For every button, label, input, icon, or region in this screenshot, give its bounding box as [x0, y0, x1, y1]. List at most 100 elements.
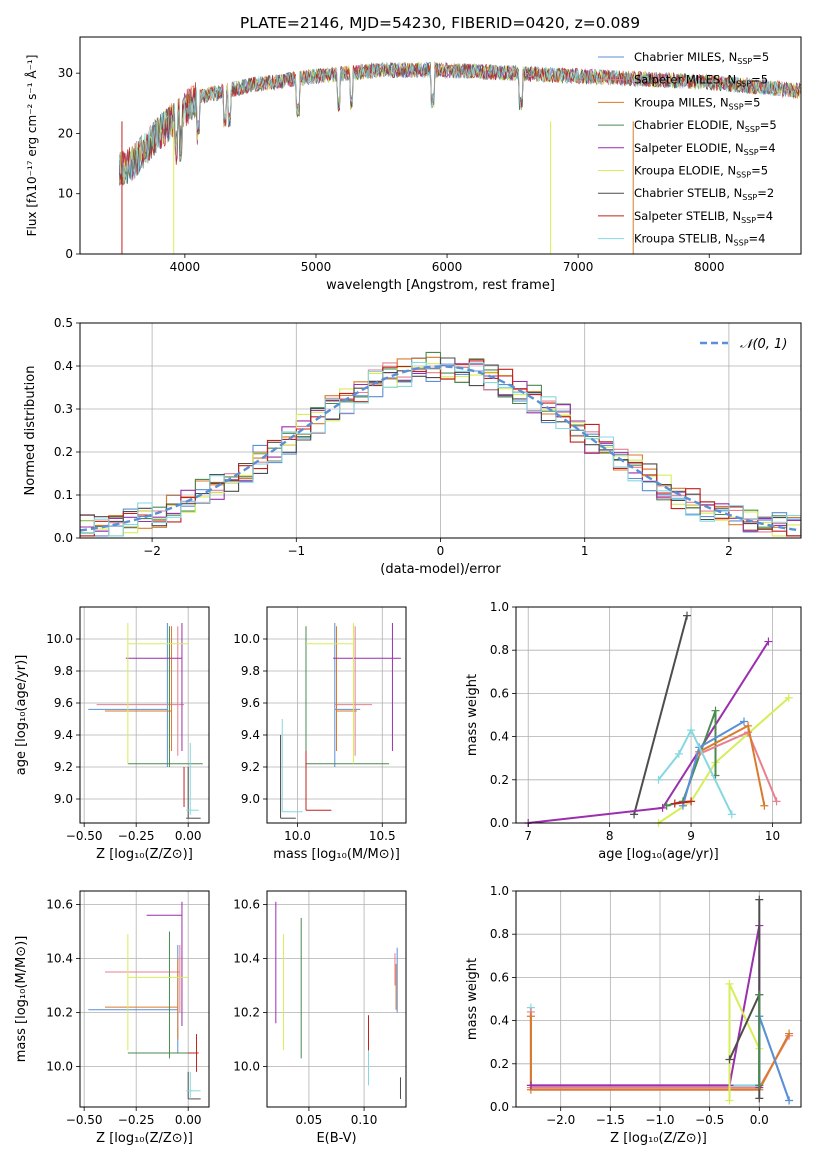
- x-tick-label: 10.5: [369, 829, 396, 843]
- weight-marker: [755, 990, 764, 999]
- weight-marker: [526, 1081, 535, 1090]
- legend-label: Chabrier ELODIE, NSSP=5: [634, 118, 777, 134]
- y-tick-label: 20: [58, 126, 73, 140]
- y-axis-label: mass weight: [465, 958, 480, 1040]
- legend-label-part: =4: [759, 141, 776, 155]
- weight-marker: [725, 1096, 734, 1105]
- mass_vs_ebv-panel: 0.05 0.10 10.0 10.2 10.4 10.6 E(B-V): [233, 890, 407, 1146]
- weight-line: [728, 899, 761, 1099]
- x-tick-label: 0.10: [351, 1113, 378, 1127]
- weight_vs_age-plot-area: [524, 611, 793, 827]
- x-tick-label: 1: [581, 544, 589, 558]
- data-point: [127, 626, 203, 767]
- legend-label-part: SSP: [737, 57, 752, 66]
- y-axis-label: Normed distribution: [23, 366, 38, 496]
- legend-label-part: SSP: [736, 80, 751, 89]
- weight-marker: [755, 895, 764, 904]
- legend-label-part: Kroupa STELIB, N: [634, 232, 734, 246]
- y-tick-label: 30: [58, 66, 73, 80]
- legend-label-part: SSP: [742, 193, 757, 202]
- axes-frame: [266, 890, 407, 1108]
- legend-label: Kroupa ELODIE, NSSP=5: [634, 164, 768, 180]
- x-tick-label: 7000: [563, 260, 594, 274]
- weight-marker: [711, 706, 720, 715]
- weight-series: [654, 726, 736, 819]
- y-tick-label: 0.8: [490, 927, 509, 941]
- weight-marker: [744, 721, 753, 730]
- legend-label: Kroupa MILES, NSSP=5: [634, 95, 760, 111]
- data-point: [104, 958, 179, 1040]
- y-tick-label: 9.0: [241, 792, 260, 806]
- data-point: [281, 719, 303, 813]
- weight_vs_Z-panel: −2.0 −1.5 −1.0 −0.5 0.0 0.0 0.2 0.4 0.6 0.8 1.0 Z […: [465, 884, 802, 1146]
- weight-series: [755, 990, 764, 1090]
- x-axis-label: wavelength [Angstrom, rest frame]: [326, 278, 555, 293]
- x-tick-label: 0.0: [750, 1113, 769, 1127]
- y-tick-label: 0.4: [54, 359, 73, 373]
- y-axis-label: mass weight: [465, 674, 480, 756]
- y-tick-label: 0.8: [490, 643, 509, 657]
- x-tick-label: 9: [687, 829, 695, 843]
- x-tick-label: 8: [606, 829, 614, 843]
- mass_vs_ebv-plot-area: [275, 901, 401, 1099]
- weight-marker: [785, 1029, 794, 1038]
- normal-curve: [80, 365, 799, 532]
- axes-frame: [266, 606, 407, 824]
- y-tick-label: 9.2: [241, 760, 260, 774]
- data-point: [127, 934, 189, 1051]
- data-point: [186, 743, 199, 815]
- y-tick-label: 9.0: [54, 792, 73, 806]
- y-tick-label: 10.0: [46, 632, 73, 646]
- y-tick-label: 10.2: [233, 1006, 260, 1020]
- y-tick-label: 9.2: [54, 760, 73, 774]
- legend-label-part: =5: [751, 73, 768, 87]
- legend-label-part: Salpeter MILES, N: [634, 73, 736, 87]
- legend-label-part: Chabrier MILES, N: [634, 50, 737, 64]
- x-axis-label: age [log₁₀(age/yr)]: [598, 847, 719, 862]
- x-axis-label: mass [log₁₀(M/M⊙)]: [273, 847, 400, 862]
- x-tick-label: −0.50: [66, 1113, 103, 1127]
- y-tick-label: 9.4: [54, 728, 73, 742]
- y-tick-label: 0.0: [54, 531, 73, 545]
- x-tick-label: 2: [725, 544, 733, 558]
- weight-line: [657, 727, 733, 815]
- legend-label-part: Chabrier STELIB, N: [634, 186, 742, 200]
- weight-marker: [727, 810, 736, 819]
- weight-marker: [683, 611, 691, 620]
- data-point: [333, 623, 401, 751]
- data-point: [146, 901, 183, 1026]
- data-point: [305, 623, 354, 764]
- weight-marker: [658, 803, 667, 812]
- y-tick-label: 0.1: [54, 488, 73, 502]
- legend-label-part: Chabrier ELODIE, N: [634, 118, 745, 132]
- weight-marker: [760, 801, 769, 810]
- legend-label-part: SSP: [741, 216, 756, 225]
- y-tick-label: 9.8: [241, 664, 260, 678]
- age_vs_Z-panel: −0.50 −0.25 0.00 9.0 9.2 9.4 9.6 9.8 10.0 Z [log₁…: [14, 606, 210, 862]
- weight-marker: [674, 749, 683, 758]
- x-axis-label: Z [log₁₀(Z/Z⊙)]: [96, 847, 193, 862]
- axes-frame: [79, 36, 802, 255]
- weight-marker: [755, 1094, 764, 1103]
- x-tick-label: 5000: [301, 260, 332, 274]
- x-tick-label: −1.5: [596, 1113, 625, 1127]
- x-axis-label: E(B-V): [316, 1131, 356, 1146]
- y-tick-label: 10.6: [233, 898, 260, 912]
- legend-label-part: SSP: [729, 102, 744, 111]
- data-point: [125, 623, 183, 751]
- x-tick-label: −0.5: [695, 1113, 724, 1127]
- x-tick-label: −1.0: [645, 1113, 674, 1127]
- residuals-panel: −2 −1 0 1 2 0.0 0.1 0.2 0.3 0.4 0.5 (data-model)/er…: [23, 316, 802, 577]
- legend-label: Chabrier STELIB, NSSP=2: [634, 186, 774, 202]
- x-tick-label: 0: [437, 544, 445, 558]
- y-tick-label: 0.0: [490, 816, 509, 830]
- x-axis-label: (data-model)/error: [380, 562, 501, 577]
- y-tick-label: 9.8: [54, 664, 73, 678]
- x-tick-label: 8000: [694, 260, 725, 274]
- legend-label-part: Salpeter ELODIE, N: [634, 141, 744, 155]
- figure-title: PLATE=2146, MJD=54230, FIBERID=0420, z=0…: [240, 14, 640, 32]
- legend-label: Salpeter ELODIE, NSSP=4: [634, 141, 776, 157]
- y-tick-label: 10.0: [233, 1060, 260, 1074]
